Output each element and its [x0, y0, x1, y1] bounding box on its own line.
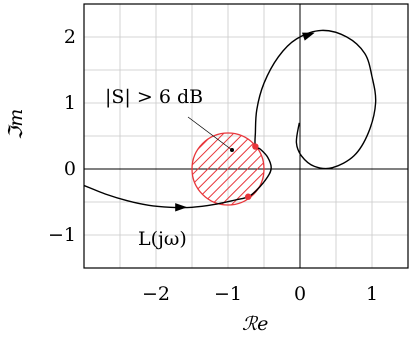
- x-tick-label: −2: [142, 283, 170, 305]
- y-tick-label: 1: [64, 92, 76, 114]
- annotation-target-dot: [230, 148, 234, 152]
- marked-points: [244, 143, 259, 200]
- arrowhead: [302, 32, 315, 41]
- nyquist-curve: [84, 29, 377, 209]
- y-tick-labels: −1 0 1 2: [48, 26, 76, 246]
- x-tick-label: 0: [294, 283, 306, 305]
- y-tick-label: −1: [48, 224, 76, 246]
- direction-arrows: [175, 32, 315, 212]
- arrowhead: [175, 203, 188, 212]
- marked-point: [244, 193, 252, 200]
- x-tick-labels: −2 −1 0 1: [142, 283, 378, 305]
- sensitivity-region-circle: [191, 132, 265, 206]
- y-tick-label: 0: [64, 158, 76, 180]
- x-tick-label: −1: [214, 283, 242, 305]
- annotation-leader: [187, 116, 233, 151]
- grid: [84, 4, 408, 268]
- x-tick-label: 1: [366, 283, 378, 305]
- plot-frame: [83, 3, 409, 269]
- annotation-sensitivity-label: |S| > 6 dB: [105, 86, 203, 108]
- marked-point: [252, 143, 259, 150]
- y-tick-label: 2: [64, 26, 76, 48]
- y-axis-label: ℑm: [5, 109, 27, 140]
- annotation-loop-label: L(jω): [138, 228, 187, 250]
- x-axis-label: ℛe: [242, 313, 268, 335]
